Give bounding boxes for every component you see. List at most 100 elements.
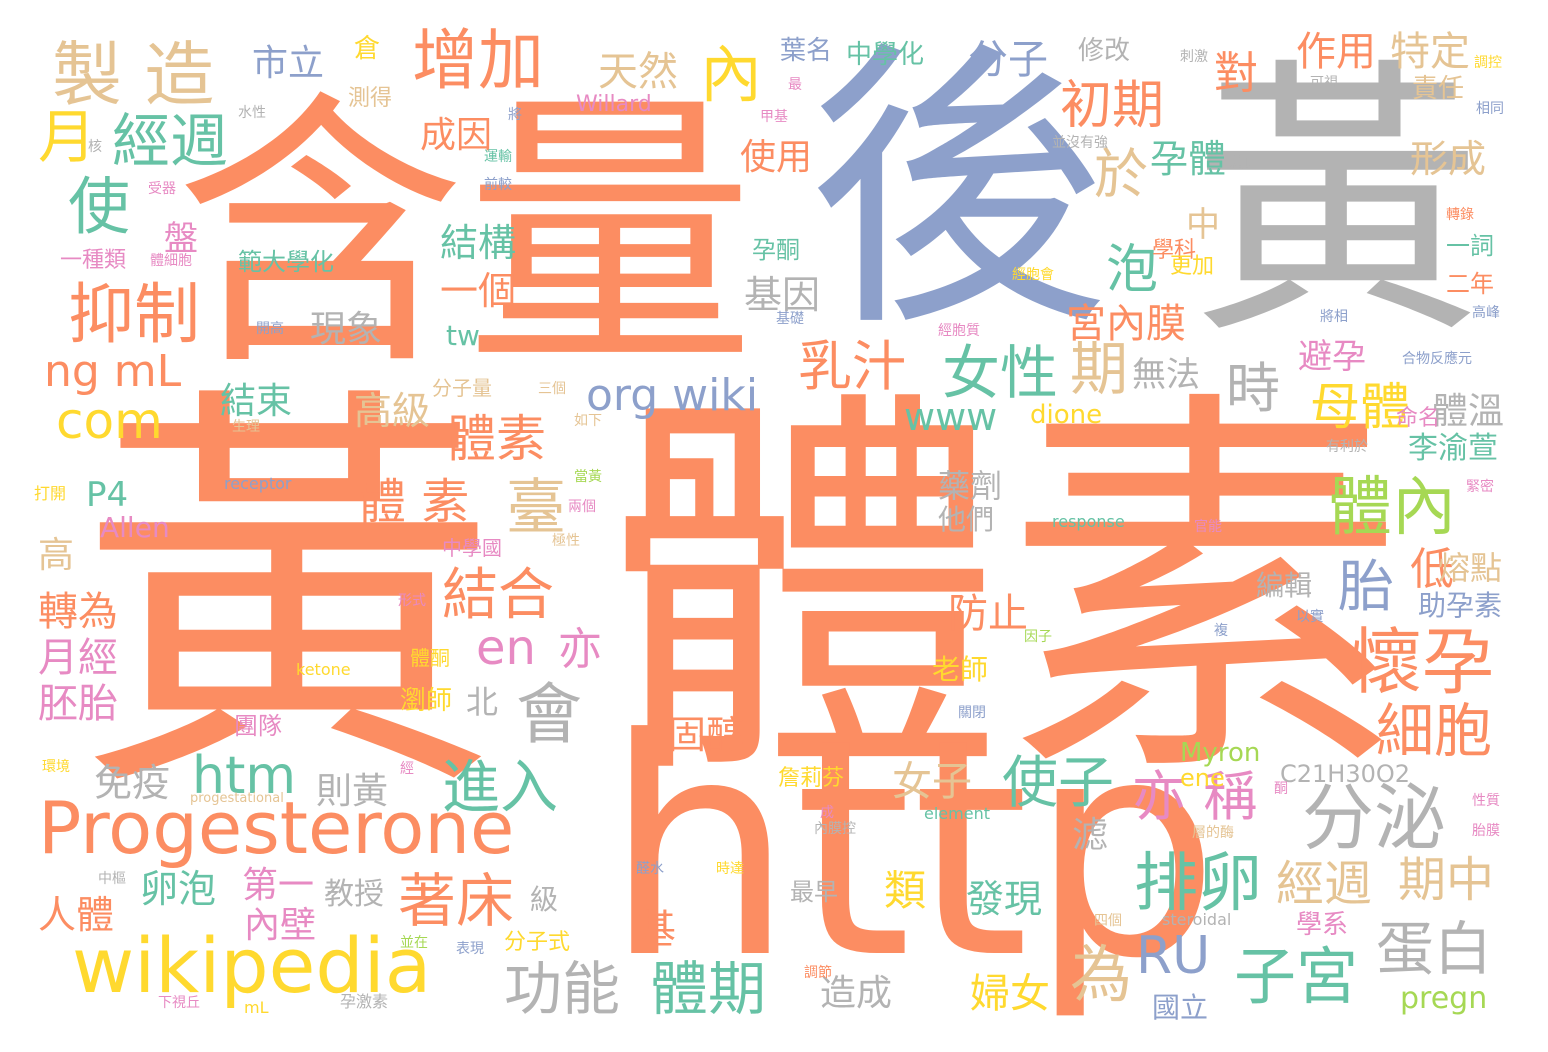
word-lei: 類 (884, 866, 927, 915)
word-progestational: progestational (190, 791, 284, 806)
word-jiangxiang: 將相 (1320, 309, 1348, 325)
word-bingzai: 並在 (400, 935, 428, 951)
word-yue: 月 (38, 103, 97, 171)
word-tisu-2: 體素 (446, 410, 546, 468)
word-willard: Willard (576, 92, 652, 117)
word-sige: 四個 (1094, 913, 1122, 929)
word-fu: 複 (1214, 623, 1228, 639)
word-tiwen: 體溫 (1432, 391, 1505, 432)
word-xueke: 學科 (1152, 238, 1197, 263)
word-ernian: 二年 (1446, 270, 1494, 298)
word-yeming: 葉名 (780, 36, 833, 66)
word-shuixing: 水性 (238, 105, 266, 121)
word-hui: 會 (516, 676, 582, 753)
word-tamen: 他們 (938, 503, 995, 536)
word-youliyu: 有利於 (1326, 439, 1368, 455)
word-fenziliang: 分子量 (432, 376, 492, 400)
word-wikipedia: wikipedia (72, 921, 432, 1010)
word-zui: 最 (788, 77, 802, 93)
word-tai: 臺 (506, 473, 566, 543)
word-tixibao: 體細胞 (150, 253, 192, 269)
word-xibao: 細胞 (1376, 697, 1493, 765)
word-peitai: 胚胎 (38, 681, 118, 727)
word-yaoji: 藥劑 (938, 467, 1003, 505)
word-cang: 倉 (354, 34, 381, 64)
word-funv: 婦女 (970, 971, 1050, 1017)
word-jichu: 基礎 (776, 311, 804, 327)
word-cheng: 成 (820, 805, 834, 821)
word-qianjiao: 前較 (484, 177, 512, 193)
word-huang-main: 黃 (78, 355, 498, 844)
word-pregn: pregn (1400, 981, 1488, 1016)
word-jinru: 進入 (442, 753, 559, 821)
word-muti: 母體 (1310, 378, 1410, 436)
word-yici: 一詞 (1446, 232, 1494, 260)
word-danghuang: 當黃 (574, 469, 602, 485)
word-xiangtong: 相同 (1476, 101, 1504, 117)
word-tai-fetus: 胎 (1338, 555, 1394, 620)
word-laoshi: 老師 (932, 653, 989, 686)
word-wufa: 無法 (1132, 355, 1200, 395)
word-ru: RU (1136, 926, 1211, 986)
word-jieshu: 結束 (220, 381, 293, 422)
word-qizhong: 期中 (1398, 852, 1495, 908)
word-shiyong: 使用 (740, 137, 813, 178)
word-shengli: 生理 (232, 419, 260, 435)
word-huanjing: 環境 (42, 759, 70, 775)
word-zeren: 責任 (1412, 74, 1465, 104)
word-orgwiki: org wiki (586, 370, 759, 421)
word-yinzi: 因子 (1024, 629, 1052, 645)
word-nvzi: 女子 (892, 759, 972, 805)
word-mianyi: 免疫 (94, 761, 171, 805)
word-guanbi: 關閉 (958, 705, 986, 721)
word-xingzhi: 性質 (1472, 793, 1500, 809)
word-liyuxuan: 李渝萱 (1408, 431, 1498, 466)
word-luanpao: 卵泡 (140, 867, 217, 911)
word-dione: dione (1030, 400, 1103, 430)
word-ketone: ketone (296, 660, 351, 679)
word-huaiyun: 懷孕 (1350, 620, 1495, 704)
word-renti: 人體 (38, 893, 115, 937)
word-gaoji: 高級 (354, 389, 431, 433)
word-liangge: 兩個 (568, 499, 596, 515)
word-progesterone: Progesterone (38, 786, 515, 870)
word-pan: 盤 (164, 219, 198, 259)
word-en: en (476, 620, 536, 676)
word-sange: 三個 (538, 381, 566, 397)
word-jiehe: 結合 (442, 563, 554, 628)
word-he: 核 (88, 139, 102, 155)
word-ene: ene (1180, 764, 1225, 792)
word-jiaji: 甲基 (760, 109, 788, 125)
word-tw: tw (446, 319, 480, 352)
word-danbai: 蛋白 (1376, 915, 1493, 983)
word-gengjia: 更加 (1170, 254, 1215, 279)
word-tisu-main: 體素 (602, 359, 1406, 827)
word-jingbaohui: 經胞會 (1012, 267, 1054, 283)
word-yi: 亦 (558, 624, 602, 675)
word-hanliang: 含量 (175, 68, 755, 405)
word-yuntong: 孕酮 (752, 236, 800, 264)
word-zhong: 中 (1186, 205, 1220, 245)
word-gao: 高 (38, 535, 75, 576)
word-cengdemei: 層的酶 (1192, 825, 1234, 841)
word-gaofeng: 高峰 (1472, 305, 1500, 321)
word-hewufanying: 合物反應元 (1402, 351, 1472, 367)
word-yuejing: 月經 (38, 635, 118, 681)
word-allen: Allen (100, 511, 170, 544)
word-bingmeiyouqiang: 並沒有強 (1052, 135, 1108, 151)
word-nvxing: 女性 (942, 339, 1059, 407)
word-shi: 使 (68, 170, 131, 243)
word-qi: 期 (1070, 335, 1129, 403)
word-rongdian: 熔點 (1438, 549, 1503, 587)
word-keshi: 可視 (1310, 75, 1338, 91)
word-quanshui: 醛水 (636, 861, 664, 877)
word-titong: 體酮 (410, 646, 450, 670)
word-shizi: 使子 (1002, 751, 1114, 816)
word-xuexi: 學系 (1296, 910, 1349, 940)
word-http: http (604, 675, 1220, 1024)
word-shida: 時達 (716, 861, 744, 877)
word-biaoxian: 表現 (456, 941, 484, 957)
word-yizhi: 抑制 (68, 276, 200, 353)
word-jingzhou: 經週 (112, 107, 229, 175)
